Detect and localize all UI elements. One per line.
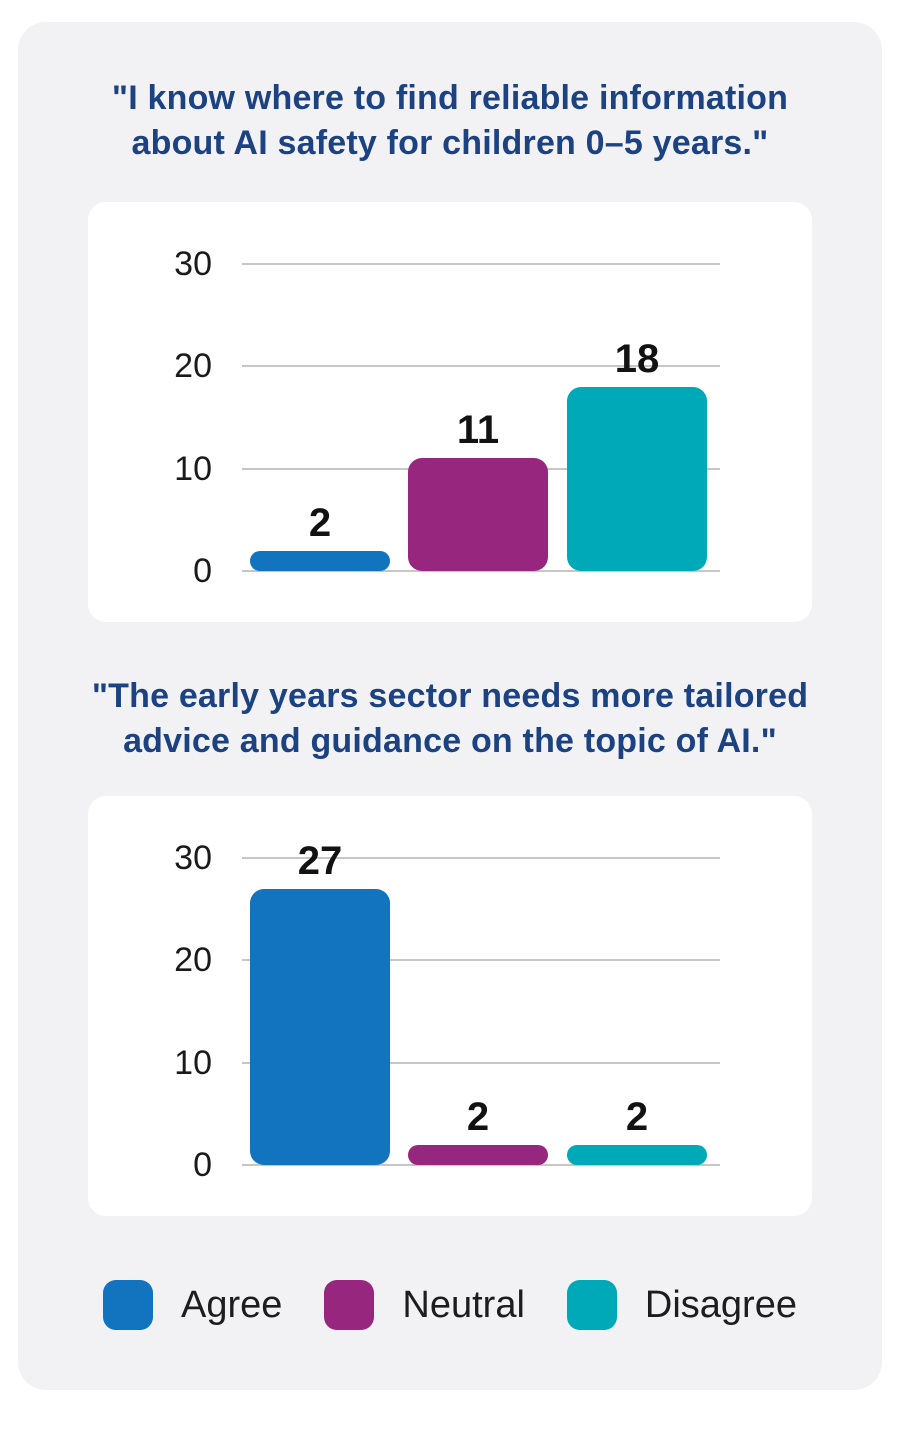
legend-item-disagree: Disagree: [566, 1280, 797, 1330]
legend-label-agree: Agree: [181, 1284, 283, 1326]
legend-label-neutral: Neutral: [402, 1284, 525, 1326]
gridline-0: [242, 570, 720, 572]
chart-2-title: "The early years sector needs more tailo…: [18, 674, 882, 764]
bar-value-neutral: 2: [466, 1094, 490, 1139]
gridline-0: [242, 1164, 720, 1166]
bar-disagree: [567, 386, 707, 571]
y-axis-tick-30: 30: [174, 245, 212, 283]
chart-1-title-line-1: "I know where to find reliable informati…: [111, 79, 789, 117]
bar-neutral: [408, 458, 548, 571]
y-axis-tick-20: 20: [174, 347, 212, 386]
gridline-30: [242, 857, 720, 859]
legend-item-neutral: Neutral: [324, 1280, 525, 1330]
bar-value-agree: 27: [297, 838, 343, 883]
y-axis-tick-20: 20: [174, 941, 212, 980]
y-axis-tick-0: 0: [193, 552, 212, 590]
survey-results-panel: "I know where to find reliable informati…: [18, 22, 882, 1390]
chart-2-card: 0 10 20 30 27 2 2: [88, 796, 812, 1216]
bar-value-disagree: 2: [625, 1094, 649, 1139]
y-axis-tick-10: 10: [174, 449, 212, 488]
chart-1-card: 0 10 20 30 2 11 18: [88, 202, 812, 622]
gridline-20: [242, 365, 720, 368]
y-axis-tick-10: 10: [174, 1043, 212, 1082]
y-axis-tick-0: 0: [193, 1146, 212, 1184]
chart-1-title-line-2: about AI safety for children 0–5 years.": [131, 124, 769, 162]
bar-value-neutral: 11: [456, 408, 500, 453]
legend-item-agree: Agree: [103, 1280, 282, 1330]
bar-value-disagree: 18: [614, 336, 660, 381]
bar-neutral: [408, 1144, 548, 1165]
legend-swatch-agree: [103, 1280, 153, 1330]
gridline-10: [242, 1061, 720, 1064]
bar-agree: [250, 550, 390, 571]
bar-value-agree: 2: [308, 500, 332, 545]
legend-label-disagree: Disagree: [644, 1284, 797, 1326]
chart-1-plot-area: 0 10 20 30 2 11 18: [174, 247, 720, 588]
y-axis-tick-30: 30: [174, 839, 212, 877]
legend: Agree Neutral Disagree: [18, 1280, 882, 1330]
bar-disagree: [567, 1144, 707, 1165]
gridline-20: [242, 959, 720, 962]
gridline-30: [242, 263, 720, 265]
chart-1-title: "I know where to find reliable informati…: [18, 76, 882, 166]
bar-agree: [250, 888, 390, 1165]
chart-2-title-line-2: advice and guidance on the topic of AI.": [123, 722, 777, 760]
chart-2-plot-area: 0 10 20 30 27 2 2: [174, 839, 720, 1182]
legend-swatch-neutral: [324, 1280, 375, 1330]
chart-2-title-line-1: "The early years sector needs more tailo…: [91, 677, 809, 715]
legend-swatch-disagree: [566, 1280, 617, 1330]
